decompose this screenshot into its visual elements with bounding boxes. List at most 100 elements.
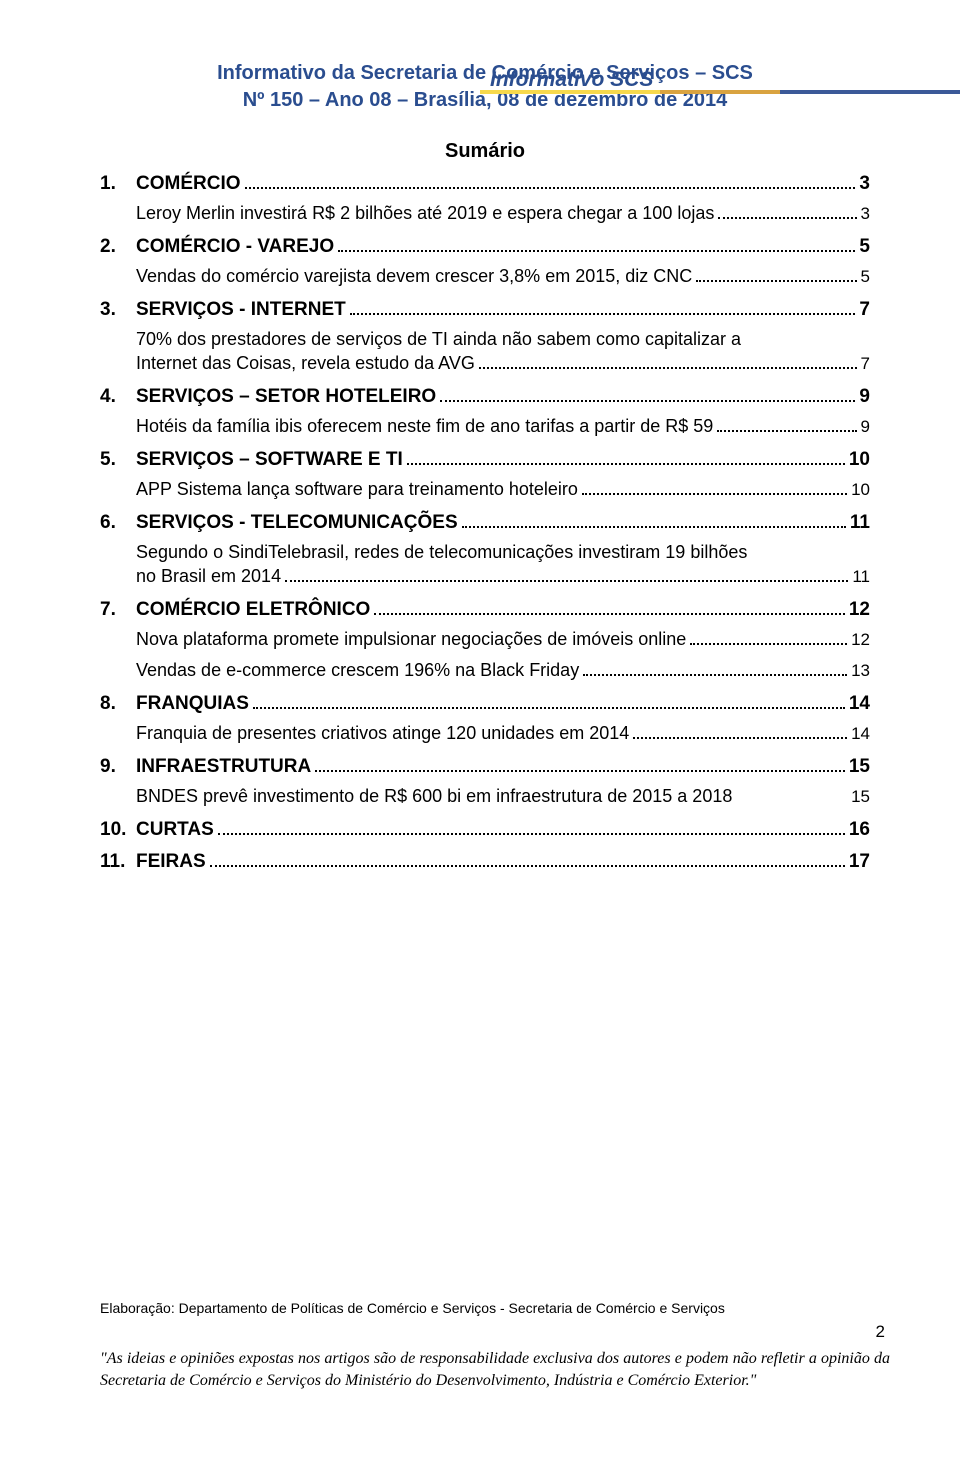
toc-sub-lastline: Internet das Coisas, revela estudo da AV… <box>136 351 870 376</box>
toc-sub-text: Vendas do comércio varejista devem cresc… <box>136 264 692 288</box>
toc-sub-page: 15 <box>851 786 870 809</box>
toc-section-page: 16 <box>849 819 870 841</box>
toc-leader-dots <box>218 820 845 835</box>
toc-section-number: 8. <box>100 693 136 715</box>
toc-leader-dots <box>374 600 845 615</box>
toc-sub-page: 12 <box>851 629 870 652</box>
toc-section-label: SERVIÇOS – SOFTWARE E TI <box>136 449 403 471</box>
footer-elaboration: Elaboração: Departamento de Políticas de… <box>100 1300 890 1316</box>
toc-section-number: 11. <box>100 851 136 873</box>
toc-section-page: 10 <box>849 449 870 471</box>
toc-sub-item: 70% dos prestadores de serviços de TI ai… <box>136 327 870 376</box>
toc-sub-text: Franquia de presentes criativos atinge 1… <box>136 721 629 745</box>
toc-sub-text: Vendas de e-commerce crescem 196% na Bla… <box>136 658 579 682</box>
toc-leader-dots <box>210 852 845 867</box>
toc-section: 4.SERVIÇOS – SETOR HOTELEIRO 9 <box>100 386 870 408</box>
toc-leader-dots <box>718 205 856 219</box>
toc-section-page: 3 <box>859 173 870 195</box>
toc-sub-page: 3 <box>861 203 870 226</box>
toc-sub-text: Hotéis da família ibis oferecem neste fi… <box>136 414 713 438</box>
toc-section-label: COMÉRCIO - VAREJO <box>136 236 334 258</box>
toc-section-label: SERVIÇOS - INTERNET <box>136 299 346 321</box>
toc-leader-dots <box>479 355 857 369</box>
toc-section: 8.FRANQUIAS 14 <box>100 693 870 715</box>
toc-section: 2.COMÉRCIO - VAREJO 5 <box>100 236 870 258</box>
toc-leader-dots <box>582 481 847 495</box>
toc-sub-page: 5 <box>861 266 870 289</box>
toc-section-page: 15 <box>849 756 870 778</box>
toc-section-number: 7. <box>100 599 136 621</box>
toc-sub-item: Vendas de e-commerce crescem 196% na Bla… <box>136 658 870 683</box>
toc-leader-dots <box>583 662 847 676</box>
toc-sub-item: Nova plataforma promete impulsionar nego… <box>136 627 870 652</box>
toc-section: 3.SERVIÇOS - INTERNET7 <box>100 299 870 321</box>
bar-segment-yellow <box>480 90 660 94</box>
toc-section: 9.INFRAESTRUTURA15 <box>100 756 870 778</box>
toc-section: 11.FEIRAS 17 <box>100 851 870 873</box>
toc-sub-page: 13 <box>851 660 870 683</box>
toc-sub-item: Leroy Merlin investirá R$ 2 bilhões até … <box>136 201 870 226</box>
toc-leader-dots <box>315 757 845 772</box>
toc-section-page: 11 <box>850 512 870 534</box>
toc-section-label: COMÉRCIO <box>136 173 241 195</box>
toc-section-page: 5 <box>859 236 870 258</box>
toc-section-label: SERVIÇOS – SETOR HOTELEIRO <box>136 386 436 408</box>
toc-section: 1.COMÉRCIO3 <box>100 173 870 195</box>
title-line-1: Informativo da Secretaria de Comércio e … <box>217 62 753 84</box>
toc-section-number: 5. <box>100 449 136 471</box>
bar-segment-blue <box>780 90 960 94</box>
toc-sub-page: 7 <box>861 353 870 376</box>
toc-section: 5.SERVIÇOS – SOFTWARE E TI 10 <box>100 449 870 471</box>
toc-sub-page: 14 <box>851 723 870 746</box>
toc-section-label: COMÉRCIO ELETRÔNICO <box>136 599 370 621</box>
toc-sub-lastline: no Brasil em 2014 11 <box>136 564 870 589</box>
toc-section-number: 2. <box>100 236 136 258</box>
toc-leader-dots <box>462 513 846 528</box>
toc-leader-dots <box>350 300 856 315</box>
toc-sub-page: 11 <box>852 566 870 589</box>
toc-sub-page: 9 <box>861 416 870 439</box>
toc-sub-page: 10 <box>851 479 870 502</box>
toc-sub-text: BNDES prevê investimento de R$ 600 bi em… <box>136 784 732 808</box>
toc-section-page: 17 <box>849 851 870 873</box>
toc-sub-text: no Brasil em 2014 <box>136 564 281 588</box>
toc-sub-item: Vendas do comércio varejista devem cresc… <box>136 264 870 289</box>
toc-leader-dots <box>245 174 856 189</box>
page-content: Informativo da Secretaria de Comércio e … <box>0 60 960 873</box>
toc-section: 6.SERVIÇOS - TELECOMUNICAÇÕES 11 <box>100 512 870 534</box>
toc-leader-dots <box>696 268 856 282</box>
toc-section-number: 10. <box>100 819 136 841</box>
toc-sub-item: Segundo o SindiTelebrasil, redes de tele… <box>136 540 870 589</box>
toc-leader-dots <box>285 568 848 582</box>
bar-segment-orange <box>660 90 780 94</box>
footer-disclaimer: "As ideias e opiniões expostas nos artig… <box>100 1348 890 1391</box>
toc-sub-text: APP Sistema lança software para treiname… <box>136 477 578 501</box>
toc-section-page: 12 <box>849 599 870 621</box>
toc-sub-text: Nova plataforma promete impulsionar nego… <box>136 627 686 651</box>
toc-section-number: 9. <box>100 756 136 778</box>
toc-sub-item: Franquia de presentes criativos atinge 1… <box>136 721 870 746</box>
toc-section-label: FRANQUIAS <box>136 693 249 715</box>
sumario-heading: Sumário <box>100 140 870 163</box>
toc-section-number: 6. <box>100 512 136 534</box>
toc-section: 10.CURTAS 16 <box>100 819 870 841</box>
toc-leader-dots <box>440 387 855 402</box>
toc-sub-item: APP Sistema lança software para treiname… <box>136 477 870 502</box>
toc-leader-dots <box>338 237 855 252</box>
toc-section-number: 3. <box>100 299 136 321</box>
table-of-contents: 1.COMÉRCIO3Leroy Merlin investirá R$ 2 b… <box>100 173 870 873</box>
page-number: 2 <box>876 1322 885 1342</box>
toc-sub-text: Internet das Coisas, revela estudo da AV… <box>136 351 475 375</box>
toc-section-label: SERVIÇOS - TELECOMUNICAÇÕES <box>136 512 458 534</box>
toc-leader-dots <box>633 725 847 739</box>
toc-section-page: 14 <box>849 693 870 715</box>
toc-section-page: 9 <box>859 386 870 408</box>
toc-leader-dots <box>407 450 845 465</box>
toc-sub-item: BNDES prevê investimento de R$ 600 bi em… <box>136 784 870 809</box>
toc-section-label: FEIRAS <box>136 851 206 873</box>
toc-leader-dots <box>253 694 845 709</box>
toc-sub-text: Leroy Merlin investirá R$ 2 bilhões até … <box>136 201 714 225</box>
toc-section-number: 4. <box>100 386 136 408</box>
toc-section-label: CURTAS <box>136 819 214 841</box>
toc-sub-text-line: 70% dos prestadores de serviços de TI ai… <box>136 327 870 351</box>
